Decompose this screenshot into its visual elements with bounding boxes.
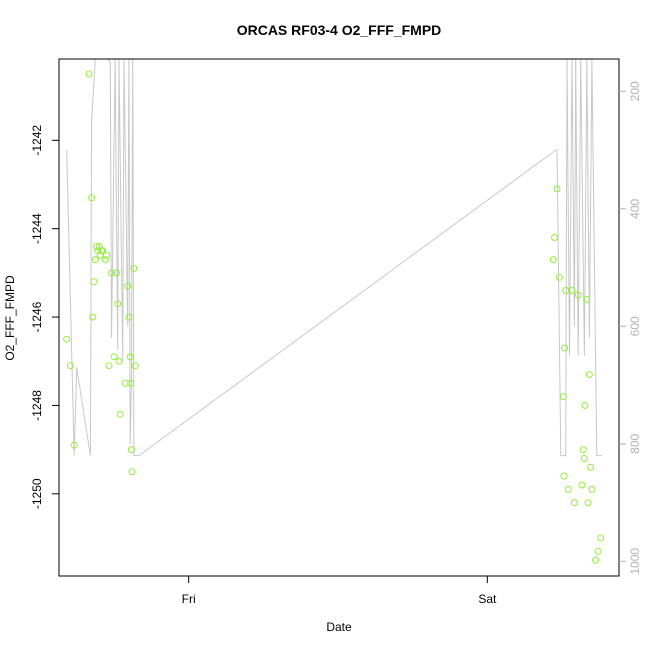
scatter-point xyxy=(108,269,115,277)
scatter-point xyxy=(103,251,110,259)
scatter-point xyxy=(587,463,595,471)
series-line xyxy=(66,58,602,457)
y2-tick-label: 1000 xyxy=(628,548,642,575)
scatter-point xyxy=(101,256,109,264)
scatter-point xyxy=(93,242,101,250)
scatter-point xyxy=(580,455,588,462)
scatter-point xyxy=(585,371,593,378)
y-tick-label: -1246 xyxy=(30,301,44,332)
scatter-point xyxy=(581,401,589,409)
scatter-point xyxy=(89,313,97,321)
scatter-point xyxy=(130,265,138,272)
y-axis-left: -1250 -1248 -1246 -1244 -1242 xyxy=(30,125,59,509)
y2-tick-label: 800 xyxy=(628,433,642,453)
scatter-point xyxy=(63,335,71,343)
chart-title: ORCAS RF03-4 O2_FFF_FMPD xyxy=(237,22,442,38)
x-axis-label: Date xyxy=(326,620,352,634)
scatter-point xyxy=(70,441,78,449)
scatter-point xyxy=(116,410,124,418)
scatter-point xyxy=(560,472,568,480)
x-axis: Fri Sat xyxy=(182,576,497,606)
scatter-point xyxy=(127,379,135,387)
scatter-point xyxy=(105,362,113,370)
scatter-point xyxy=(127,446,135,454)
scatter-point xyxy=(110,353,118,361)
scatter-point xyxy=(551,234,558,241)
y2-tick-label: 200 xyxy=(628,81,642,101)
scatter-point xyxy=(561,344,568,352)
series-line-path xyxy=(66,58,602,457)
scatter-point xyxy=(583,295,591,303)
scatter-point xyxy=(115,357,123,365)
scatter-point xyxy=(131,362,139,370)
scatter-point xyxy=(579,446,587,454)
y-tick-label: -1242 xyxy=(30,125,44,156)
scatter-point xyxy=(568,287,576,294)
scatter-point xyxy=(556,273,563,281)
scatter-point xyxy=(570,499,578,507)
y-axis-right: 200 400 600 800 1000 xyxy=(619,81,642,575)
scatter-point xyxy=(91,256,99,264)
scatter-point xyxy=(66,362,74,370)
scatter-point xyxy=(128,468,136,476)
scatter-point xyxy=(114,300,122,308)
scatter-point xyxy=(113,269,120,277)
scatter-point xyxy=(588,485,596,493)
scatter-point xyxy=(125,313,133,321)
scatter-point xyxy=(574,291,582,299)
scatter-point xyxy=(564,485,572,493)
scatter-point xyxy=(126,353,134,361)
x-tick-label: Fri xyxy=(182,592,196,606)
scatter-point xyxy=(584,499,592,507)
plot-frame xyxy=(58,58,620,577)
y2-tick-label: 600 xyxy=(628,316,642,336)
scatter-point xyxy=(553,185,561,193)
scatter-point xyxy=(562,287,570,294)
x-tick-label: Sat xyxy=(478,592,497,606)
scatter-point xyxy=(99,247,107,255)
scatter-point xyxy=(578,481,586,489)
scatter-point xyxy=(559,393,567,401)
y-axis-label: O2_FFF_FMPD xyxy=(3,275,17,361)
scatter-point xyxy=(549,256,557,264)
scatter-point xyxy=(85,70,93,78)
y-tick-label: -1244 xyxy=(30,213,44,244)
scatter-point xyxy=(88,194,96,202)
scatter-point xyxy=(124,282,132,290)
y2-tick-label: 400 xyxy=(628,198,642,218)
series-points xyxy=(63,70,605,564)
scatter-point xyxy=(592,556,600,564)
scatter-point xyxy=(121,379,129,387)
scatter-point xyxy=(90,278,98,286)
y-tick-label: -1250 xyxy=(30,478,44,509)
y-tick-label: -1248 xyxy=(30,390,44,421)
scatter-point xyxy=(594,547,602,555)
scatter-point xyxy=(597,534,605,542)
